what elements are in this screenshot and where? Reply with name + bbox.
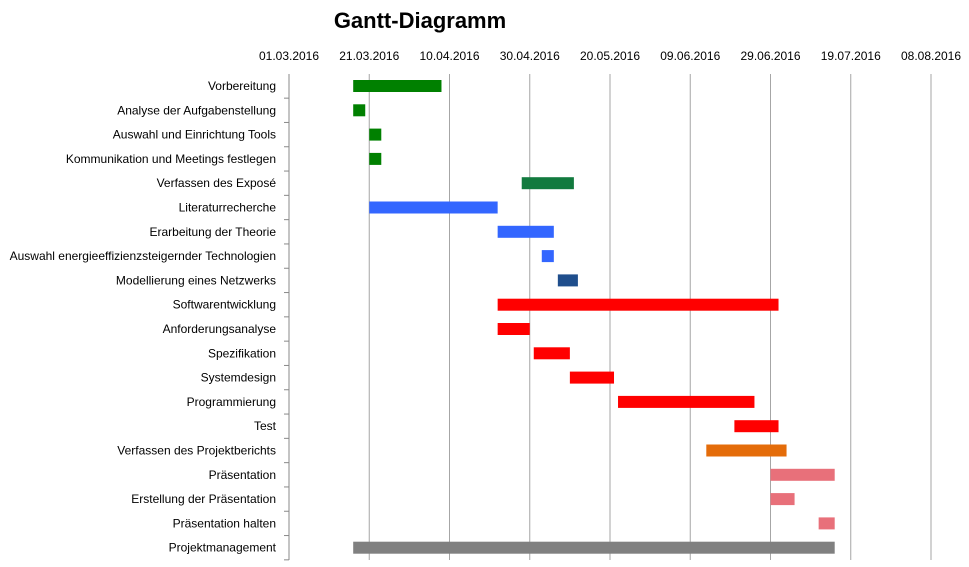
task-label: Systemdesign [201,371,276,385]
task-label: Auswahl energieeffizienzsteigernder Tech… [10,249,276,263]
task-bar [770,493,795,506]
x-tick-label: 10.04.2016 [419,49,479,63]
grid-lines [368,74,932,560]
task-bar [353,80,442,92]
task-label: Kommunikation und Meetings festlegen [66,152,276,166]
task-label: Softwarentwicklung [173,298,276,312]
task-bar [497,225,554,238]
task-bar [497,323,530,335]
task-bar [353,104,366,117]
task-bar [541,250,554,263]
task-label: Analyse der Aufgabenstellung [117,103,276,117]
task-bar [369,201,498,214]
task-label: Erstellung der Präsentation [131,492,276,506]
task-bar [770,468,835,481]
task-label: Test [254,419,277,433]
x-tick-label: 20.05.2016 [580,49,640,63]
x-tick-label: 19.07.2016 [821,49,881,63]
x-tick-label: 21.03.2016 [339,49,399,63]
task-label: Verfassen des Projektberichts [117,444,276,458]
task-bar [521,177,574,190]
task-label: Vorbereitung [208,79,276,93]
task-label: Programmierung [187,395,276,409]
x-tick-label: 09.06.2016 [660,49,720,63]
task-bar [557,274,578,287]
task-bar [706,444,787,457]
task-label: Projektmanagement [169,541,277,555]
task-label: Präsentation [209,468,276,482]
task-label: Anforderungsanalyse [163,322,277,336]
task-bar [369,152,382,165]
task-bar [818,517,835,530]
task-label: Erarbeitung der Theorie [149,225,276,239]
x-tick-label: 08.08.2016 [901,49,961,63]
x-axis-ticks: 01.03.2016 21.03.2016 10.04.2016 30.04.2016… [259,49,961,63]
task-label: Modellierung eines Netzwerks [116,273,276,287]
task-bars [353,80,835,554]
task-bar [497,298,779,311]
task-bar [369,128,382,141]
x-tick-label: 29.06.2016 [740,49,800,63]
task-bar [533,347,570,360]
task-labels: Vorbereitung Analyse der Aufgabenstellung… [10,79,289,561]
x-tick-label: 01.03.2016 [259,49,319,63]
chart-title: Gantt-Diagramm [333,8,507,33]
task-label: Präsentation halten [173,516,276,530]
task-label: Verfassen des Exposé [157,176,277,190]
task-bar [734,420,779,433]
task-label: Auswahl und Einrichtung Tools [113,128,276,142]
task-label: Spezifikation [208,346,276,360]
task-bar [618,395,755,408]
task-label: Literaturrecherche [179,201,277,215]
task-bar [569,371,615,384]
task-bar [353,541,835,554]
x-tick-label: 30.04.2016 [500,49,560,63]
